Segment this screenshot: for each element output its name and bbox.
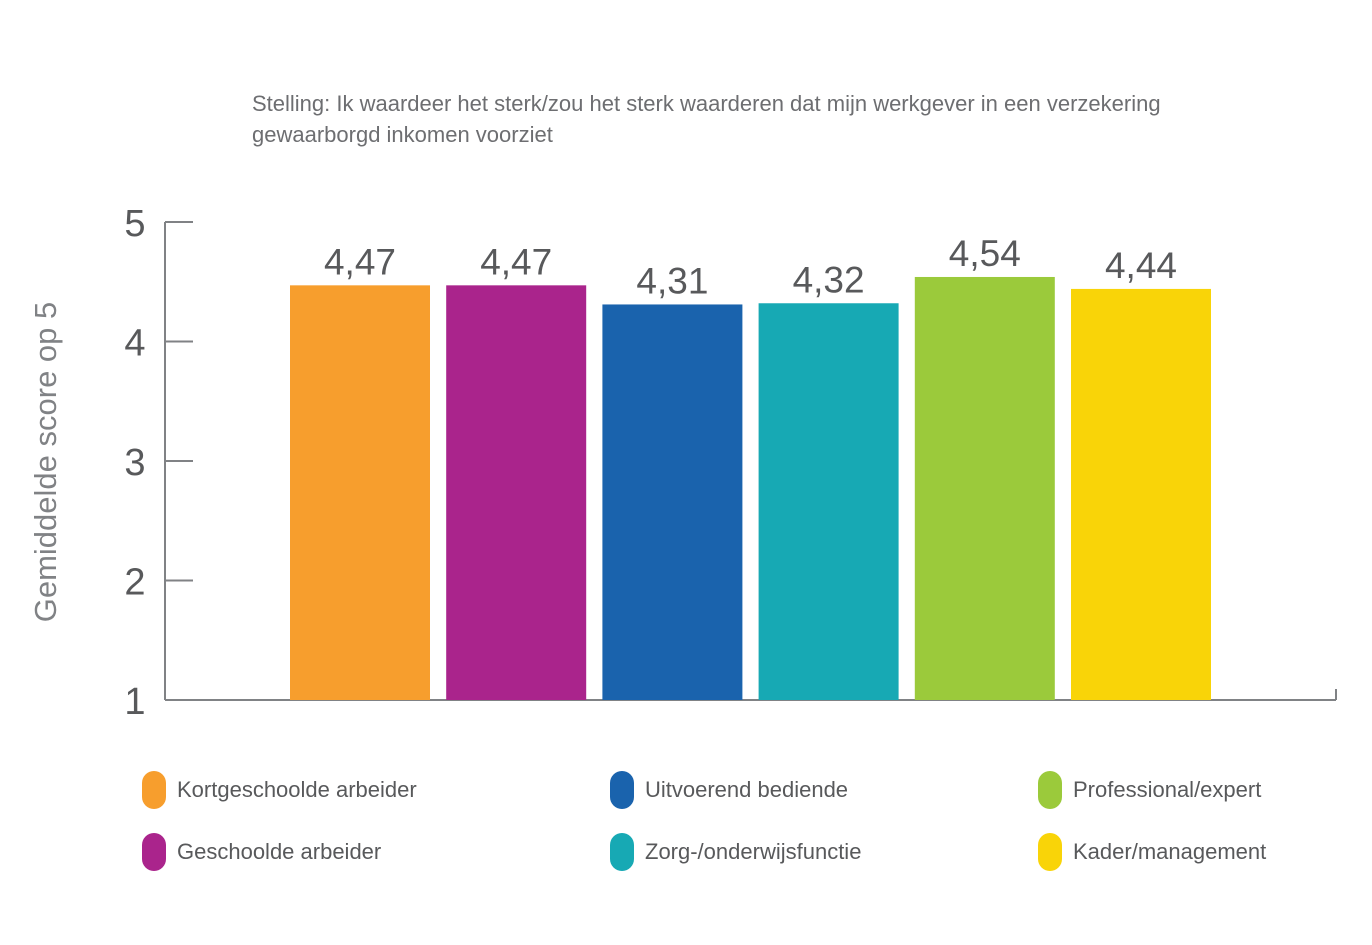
bar-value-label: 4,31 <box>636 260 708 301</box>
bar-value-label: 4,47 <box>324 241 396 282</box>
bar-value-label: 4,44 <box>1105 245 1177 286</box>
y-tick-label: 1 <box>124 681 145 723</box>
y-tick-label: 5 <box>124 203 145 245</box>
y-tick-label: 4 <box>124 323 145 365</box>
chart-title-line-1: Stelling: Ik waardeer het sterk/zou het … <box>252 91 1161 116</box>
y-tick-label: 2 <box>124 562 145 604</box>
bar <box>290 285 430 700</box>
bar <box>914 276 1055 700</box>
bar <box>758 303 899 700</box>
bar <box>446 285 587 700</box>
bar-value-label: 4,54 <box>949 233 1021 274</box>
chart-title: Stelling: Ik waardeer het sterk/zou het … <box>252 88 1272 150</box>
bar-value-label: 4,47 <box>480 241 552 282</box>
y-axis-title: Gemiddelde score op 5 <box>28 302 63 623</box>
bar-value-label: 4,32 <box>793 259 865 300</box>
y-tick-label: 3 <box>124 442 145 484</box>
bar <box>1071 288 1211 700</box>
chart-title-line-2: gewaarborgd inkomen voorziet <box>252 122 553 147</box>
bar <box>602 304 743 700</box>
